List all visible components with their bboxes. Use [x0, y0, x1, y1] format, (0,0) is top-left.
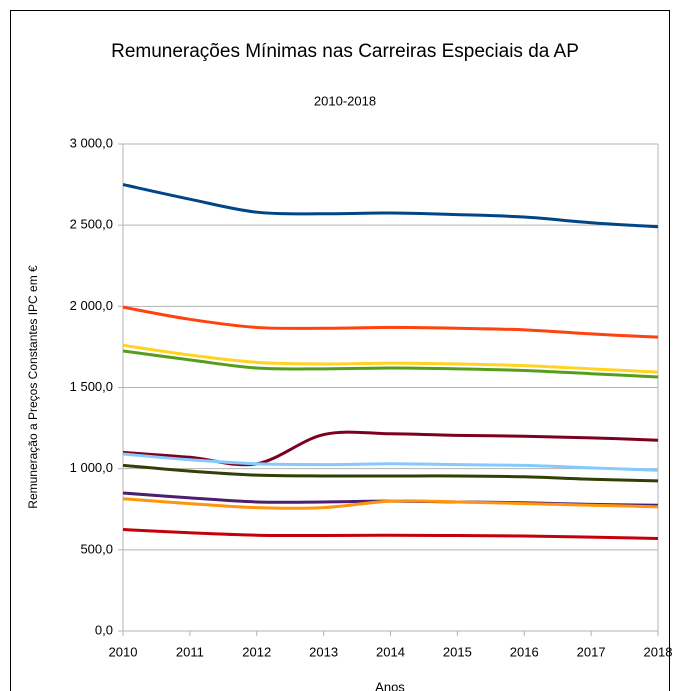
y-axis-title: Remuneração a Preços Constantes IPC em €: [26, 265, 40, 509]
x-tick-label: 2017: [577, 644, 606, 659]
x-tick-label: 2013: [309, 644, 338, 659]
x-tick-label: 2016: [510, 644, 539, 659]
series-line: [122, 183, 659, 229]
y-tick-label: 1 000,0: [70, 460, 113, 475]
chart-subtitle: 2010-2018: [314, 93, 376, 108]
y-tick-label: 0,0: [95, 622, 113, 637]
series-line: [122, 343, 659, 374]
chart-title: Remunerações Mínimas nas Carreiras Espec…: [111, 41, 579, 62]
series-line: [122, 463, 659, 483]
y-tick-label: 500,0: [80, 541, 113, 556]
series-line: [122, 528, 659, 540]
x-tick-label: 2012: [242, 644, 271, 659]
series-line: [122, 349, 659, 379]
chart-border: [10, 10, 670, 691]
x-tick-label: 2018: [644, 644, 673, 659]
x-tick-label: 2015: [443, 644, 472, 659]
y-tick-label: 2 000,0: [70, 298, 113, 313]
y-tick-label: 2 500,0: [70, 217, 113, 232]
series-line: [122, 497, 659, 510]
x-tick-label: 2010: [109, 644, 138, 659]
y-tick-label: 1 500,0: [70, 379, 113, 394]
y-tick-label: 3 000,0: [70, 135, 113, 150]
series-line: [122, 305, 659, 339]
x-tick-label: 2011: [176, 644, 204, 659]
series-line: [122, 452, 659, 472]
x-tick-label: 2014: [376, 644, 405, 659]
x-axis-title: Anos: [375, 679, 405, 691]
